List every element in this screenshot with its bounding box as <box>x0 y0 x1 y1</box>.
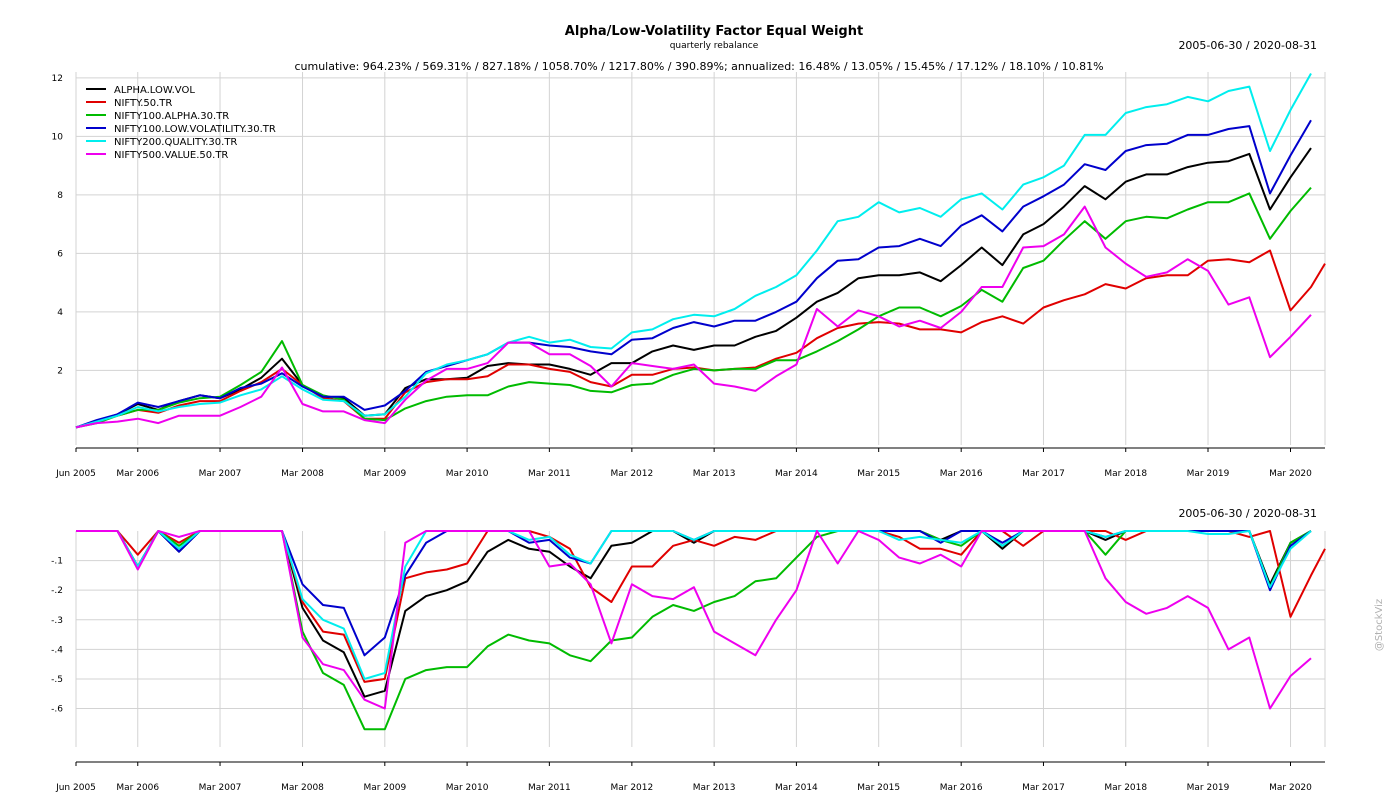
upper-ytick-label: 10 <box>52 132 64 142</box>
lower-xtick-label: Mar 2012 <box>610 783 653 793</box>
upper-xtick-label: Mar 2006 <box>116 469 159 479</box>
lower-xtick-label: Mar 2008 <box>281 783 324 793</box>
lower-xtick-label: Mar 2006 <box>116 783 159 793</box>
lower-ytick-label: -.2 <box>51 586 63 596</box>
upper-series-nifty-50-tr <box>75 249 1326 429</box>
upper-xtick-label: Mar 2017 <box>1022 469 1065 479</box>
lower-xtick-label: Mar 2011 <box>528 783 571 793</box>
lower-series-nifty500-value-50-tr <box>76 530 1312 710</box>
lower-xtick-label: Mar 2013 <box>693 783 736 793</box>
upper-xtick-label: Mar 2020 <box>1269 469 1312 479</box>
lower-ytick-label: -.6 <box>51 705 63 715</box>
upper-xtick-label: Mar 2016 <box>940 469 983 479</box>
legend-label: NIFTY100.LOW.VOLATILITY.30.TR <box>114 124 276 135</box>
lower-ytick-label: -.1 <box>51 557 63 567</box>
legend-label: ALPHA.LOW.VOL <box>114 85 195 96</box>
upper-date-range: 2005-06-30 / 2020-08-31 <box>1178 39 1317 52</box>
lower-xtick-label: Mar 2015 <box>857 783 900 793</box>
lower-series-nifty-50-tr <box>76 530 1326 683</box>
lower-xtick-label: Jun 2005 <box>55 783 96 793</box>
lower-ytick-label: -.3 <box>51 616 63 626</box>
lower-xtick-label: Mar 2014 <box>775 783 818 793</box>
upper-ytick-label: 12 <box>52 74 63 84</box>
lower-ytick-label: -.5 <box>51 675 63 685</box>
upper-xtick-label: Jun 2005 <box>55 469 96 479</box>
lower-xtick-label: Mar 2018 <box>1104 783 1147 793</box>
upper-xtick-label: Mar 2019 <box>1187 469 1230 479</box>
upper-xtick-label: Mar 2008 <box>281 469 324 479</box>
legend: ALPHA.LOW.VOL NIFTY.50.TR NIFTY100.ALPHA.3… <box>86 85 276 161</box>
lower-xtick-label: Mar 2019 <box>1187 783 1230 793</box>
upper-ytick-label: 4 <box>57 308 63 318</box>
lower-xtick-label: Mar 2017 <box>1022 783 1065 793</box>
drawdown-panel: Jun 2005 Mar 2006 Mar 2007 Mar 2008 Mar 2009… <box>51 530 1326 793</box>
lower-ytick-label: -.4 <box>51 645 63 655</box>
performance-stats: cumulative: 964.23% / 569.31% / 827.18% … <box>294 60 1103 73</box>
legend-label: NIFTY.50.TR <box>114 98 172 109</box>
upper-xtick-label: Mar 2013 <box>693 469 736 479</box>
upper-series-alpha-low-vol <box>75 147 1312 429</box>
lower-date-range: 2005-06-30 / 2020-08-31 <box>1178 507 1317 520</box>
legend-label: NIFTY500.VALUE.50.TR <box>114 150 228 161</box>
upper-xtick-label: Mar 2015 <box>857 469 900 479</box>
chart-title: Alpha/Low-Volatility Factor Equal Weight <box>565 24 863 39</box>
upper-ytick-label: 6 <box>57 249 63 259</box>
lower-xtick-label: Mar 2010 <box>446 783 489 793</box>
upper-ytick-label: 2 <box>57 366 63 376</box>
lower-xtick-label: Mar 2020 <box>1269 783 1312 793</box>
legend-label: NIFTY200.QUALITY.30.TR <box>114 137 237 148</box>
lower-xtick-label: Mar 2009 <box>363 783 406 793</box>
upper-series-nifty100-low-volatility-30-tr <box>75 119 1312 429</box>
upper-series-nifty100-alpha-30-tr <box>75 186 1312 429</box>
upper-xtick-label: Mar 2007 <box>199 469 242 479</box>
lower-xtick-label: Mar 2016 <box>940 783 983 793</box>
lower-xtick-label: Mar 2007 <box>199 783 242 793</box>
chart-subtitle: quarterly rebalance <box>670 41 759 51</box>
watermark: @StockViz <box>1374 599 1385 651</box>
upper-series-nifty500-value-50-tr <box>75 205 1312 429</box>
upper-xtick-label: Mar 2009 <box>363 469 406 479</box>
legend-label: NIFTY100.ALPHA.30.TR <box>114 111 229 122</box>
upper-xtick-label: Mar 2014 <box>775 469 818 479</box>
upper-series-nifty200-quality-30-tr <box>75 73 1312 429</box>
upper-xtick-label: Mar 2011 <box>528 469 571 479</box>
upper-xtick-label: Mar 2012 <box>610 469 653 479</box>
upper-xtick-label: Mar 2018 <box>1104 469 1147 479</box>
cumulative-return-panel: Jun 2005 Mar 2006 Mar 2007 Mar 2008 Mar 2009… <box>52 72 1326 479</box>
upper-xtick-label: Mar 2010 <box>446 469 489 479</box>
upper-ytick-label: 8 <box>57 191 63 201</box>
